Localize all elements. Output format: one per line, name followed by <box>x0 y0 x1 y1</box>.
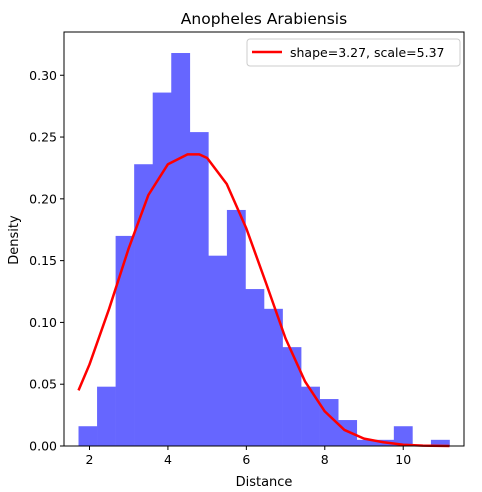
histogram-bar <box>301 386 320 446</box>
y-tick-label: 0.05 <box>29 377 57 392</box>
y-tick-label: 0.00 <box>29 439 57 454</box>
legend-label: shape=3.27, scale=5.37 <box>290 45 445 60</box>
x-tick-label: 2 <box>86 452 94 467</box>
y-tick-label: 0.30 <box>29 68 57 83</box>
y-tick-label: 0.25 <box>29 130 57 145</box>
y-tick-label: 0.10 <box>29 315 57 330</box>
legend-box <box>246 38 461 67</box>
chart-title: Anopheles Arabiensis <box>181 10 347 28</box>
histogram-bar <box>78 426 98 446</box>
x-tick-label: 6 <box>242 452 250 467</box>
histogram-bar <box>356 439 376 446</box>
histogram-bar <box>171 53 191 446</box>
fit-curve-line <box>77 153 450 448</box>
histogram-bar <box>152 92 172 446</box>
y-axis-label: Density <box>7 215 22 265</box>
x-tick-label: 8 <box>321 452 329 467</box>
legend: shape=3.27, scale=5.37 <box>246 38 461 67</box>
histogram-bar <box>208 255 228 446</box>
axes-frame <box>63 31 465 447</box>
histogram-bar <box>115 235 135 446</box>
histogram-bar <box>393 426 413 446</box>
histogram-bar <box>282 347 302 446</box>
histogram-bar <box>189 132 209 446</box>
y-tick-label: 0.20 <box>29 191 57 206</box>
histogram-bar <box>245 289 265 446</box>
histogram-bar <box>134 164 154 447</box>
histogram-bar <box>97 386 116 446</box>
x-tick-label: 10 <box>395 452 411 467</box>
x-tick-label: 4 <box>164 452 172 467</box>
histogram-bar <box>264 308 283 446</box>
plot-area: 2 4 6 8 10 0.00 0.05 0.10 0.15 0.20 0.25 0.30 <box>29 31 465 467</box>
histogram-bar <box>338 420 358 446</box>
x-axis-label: Distance <box>236 475 293 490</box>
histogram-bar <box>226 209 246 446</box>
histogram-bar <box>430 439 450 446</box>
y-tick-label: 0.15 <box>29 253 57 268</box>
